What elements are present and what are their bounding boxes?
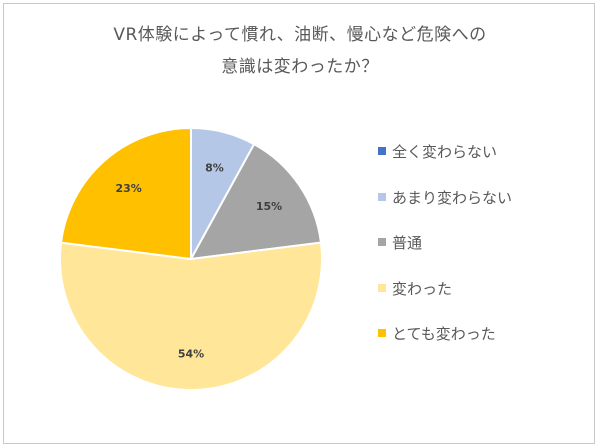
legend-label-0: 全く変わらない	[392, 143, 498, 161]
legend-swatch-4	[378, 329, 386, 337]
legend-label-4: とても変わった	[392, 325, 496, 343]
legend-label-2: 普通	[392, 234, 423, 252]
legend-swatch-0	[378, 147, 386, 155]
legend-swatch-1	[378, 192, 386, 201]
pie-slice-label-3: 54%	[178, 347, 204, 360]
legend-swatch-2	[378, 238, 386, 246]
pie-slice-label-2: 15%	[256, 200, 282, 213]
chart-title-line-2: 意識は変わったか？	[221, 57, 379, 77]
pie-slice-4	[59, 126, 192, 261]
legend-swatch-3	[378, 283, 386, 292]
pie-slice-label-1: 8%	[205, 162, 224, 175]
legend-label-1: あまり変わらない	[392, 188, 513, 207]
pie-slice-2	[189, 142, 323, 261]
legend-label-3: 変わった	[392, 279, 453, 298]
pie-slice-3	[59, 241, 323, 391]
pie-slice-label-4: 23%	[115, 182, 141, 195]
chart-title-line-1: VR体験によって慣れ、油断、慢心など危険への	[113, 25, 487, 45]
